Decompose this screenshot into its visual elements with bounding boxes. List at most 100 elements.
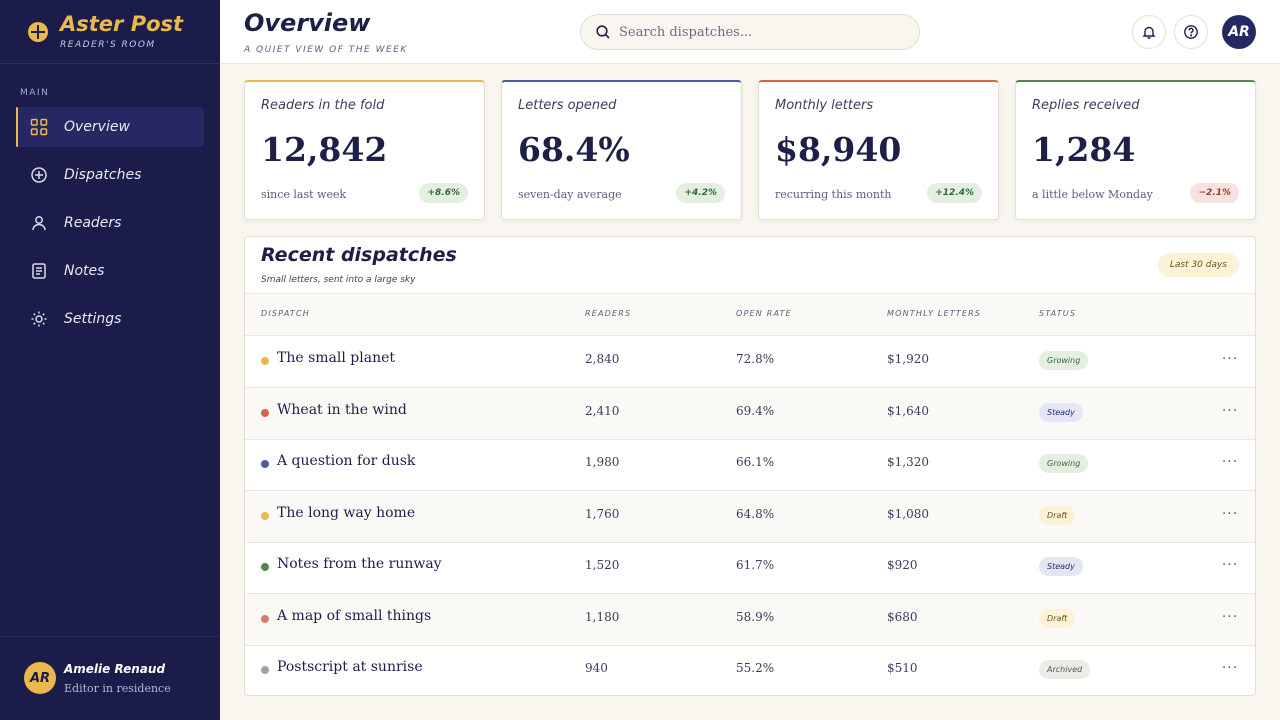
stat-card-monthly-letters[interactable]: Monthly letters $8,940 recurring this mo… [758, 80, 999, 220]
user-name: Amelie Renaud [64, 662, 166, 676]
open-rate: 64.8% [736, 507, 775, 521]
help-button[interactable] [1174, 15, 1208, 49]
sidebar-item-settings[interactable]: Settings [16, 299, 204, 339]
column-header-status[interactable]: STATUS [1039, 309, 1077, 318]
sidebar-item-overview[interactable]: Overview [16, 107, 204, 147]
sidebar-item-dispatches[interactable]: Dispatches [16, 155, 204, 195]
sidebar-item-readers[interactable]: Readers [16, 203, 204, 243]
page-subtitle: A QUIET VIEW OF THE WEEK [244, 45, 408, 55]
search-icon [596, 25, 610, 39]
dispatch-name: A map of small things [277, 608, 432, 624]
monthly-letters: $1,640 [887, 404, 929, 418]
stat-value: 1,284 [1032, 130, 1136, 169]
bell-icon [1142, 26, 1156, 39]
notifications-button[interactable] [1132, 15, 1166, 49]
stat-delta-badge: −2.1% [1190, 183, 1239, 203]
more-options-icon[interactable]: ··· [1221, 403, 1239, 419]
dispatch-color-dot [261, 666, 269, 674]
stat-caption: recurring this month [775, 188, 892, 201]
column-header-dispatch[interactable]: DISPATCH [261, 309, 311, 318]
stat-delta-badge: +12.4% [927, 183, 982, 203]
brand-subtitle: READER'S ROOM [60, 40, 156, 50]
table-row[interactable]: A map of small things 1,180 58.9% $680 D… [245, 594, 1255, 646]
sidebar-item-label: Settings [64, 311, 122, 327]
stat-value: 68.4% [518, 130, 630, 169]
table-row[interactable]: The long way home 1,760 64.8% $1,080 Dra… [245, 491, 1255, 543]
help-icon [1184, 25, 1198, 39]
compass-logo-icon [28, 22, 48, 42]
status-badge: Steady [1039, 557, 1083, 576]
status-badge: Growing [1039, 351, 1089, 370]
avatar: AR [24, 662, 56, 694]
search-input[interactable] [619, 24, 899, 40]
nav-section-label: MAIN [20, 88, 50, 98]
sidebar: Aster Post READER'S ROOM MAIN Overview D… [0, 0, 220, 720]
dispatch-name: Postscript at sunrise [277, 659, 423, 675]
stat-caption: a little below Monday [1032, 188, 1153, 201]
user-icon [30, 214, 48, 232]
brand-title: Aster Post [60, 12, 184, 36]
dispatch-name: The long way home [277, 505, 416, 521]
monthly-letters: $1,080 [887, 507, 929, 521]
monthly-letters: $680 [887, 610, 918, 624]
monthly-letters: $1,320 [887, 455, 929, 469]
open-rate: 61.7% [736, 558, 775, 572]
user-role: Editor in residence [64, 682, 171, 695]
open-rate: 66.1% [736, 455, 775, 469]
divider [0, 63, 220, 64]
stat-card-letters-opened[interactable]: Letters opened 68.4% seven-day average +… [501, 80, 742, 220]
top-header: Overview A QUIET VIEW OF THE WEEK AR [220, 0, 1280, 64]
more-options-icon[interactable]: ··· [1221, 660, 1239, 676]
stat-label: Replies received [1032, 98, 1140, 113]
table-row[interactable]: The small planet 2,840 72.8% $1,920 Grow… [245, 336, 1255, 388]
avatar[interactable]: AR [1222, 15, 1256, 49]
table-header: DISPATCH READERS OPEN RATE MONTHLY LETTE… [245, 293, 1255, 336]
plus-circle-icon [30, 166, 48, 184]
open-rate: 69.4% [736, 404, 775, 418]
sidebar-item-label: Overview [64, 119, 130, 135]
stat-card-replies[interactable]: Replies received 1,284 a little below Mo… [1015, 80, 1256, 220]
column-header-readers[interactable]: READERS [585, 309, 632, 318]
date-range-badge[interactable]: Last 30 days [1157, 253, 1239, 277]
table-row[interactable]: Wheat in the wind 2,410 69.4% $1,640 Ste… [245, 388, 1255, 440]
note-icon [30, 262, 48, 280]
more-options-icon[interactable]: ··· [1221, 454, 1239, 470]
column-header-monthly-letters[interactable]: MONTHLY LETTERS [887, 309, 982, 318]
stat-label: Letters opened [518, 98, 617, 113]
dispatch-color-dot [261, 460, 269, 468]
readers-count: 940 [585, 661, 608, 675]
open-rate: 55.2% [736, 661, 775, 675]
column-header-open-rate[interactable]: OPEN RATE [736, 309, 792, 318]
sidebar-item-label: Notes [64, 263, 105, 279]
readers-count: 2,410 [585, 404, 620, 418]
table-row[interactable]: Notes from the runway 1,520 61.7% $920 S… [245, 542, 1255, 594]
search-bar[interactable] [580, 14, 920, 50]
stat-delta-badge: +4.2% [676, 183, 725, 203]
monthly-letters: $510 [887, 661, 918, 675]
table-row[interactable]: A question for dusk 1,980 66.1% $1,320 G… [245, 439, 1255, 491]
status-badge: Draft [1039, 609, 1076, 628]
divider [0, 636, 220, 637]
more-options-icon[interactable]: ··· [1221, 351, 1239, 367]
panel-title: Recent dispatches [261, 244, 457, 266]
readers-count: 1,520 [585, 558, 620, 572]
open-rate: 72.8% [736, 352, 775, 366]
more-options-icon[interactable]: ··· [1221, 609, 1239, 625]
monthly-letters: $920 [887, 558, 918, 572]
recent-dispatches-panel: Recent dispatches Small letters, sent in… [244, 236, 1256, 696]
stat-card-readers[interactable]: Readers in the fold 12,842 since last we… [244, 80, 485, 220]
readers-count: 1,180 [585, 610, 620, 624]
dispatch-name: A question for dusk [277, 453, 416, 469]
dispatch-name: Notes from the runway [277, 556, 442, 572]
table-row[interactable]: Postscript at sunrise 940 55.2% $510 Arc… [245, 645, 1255, 695]
more-options-icon[interactable]: ··· [1221, 557, 1239, 573]
monthly-letters: $1,920 [887, 352, 929, 366]
open-rate: 58.9% [736, 610, 775, 624]
dispatch-color-dot [261, 409, 269, 417]
sidebar-item-notes[interactable]: Notes [16, 251, 204, 291]
dispatch-name: The small planet [277, 350, 396, 366]
page-title: Overview [244, 9, 371, 37]
more-options-icon[interactable]: ··· [1221, 506, 1239, 522]
stat-caption: since last week [261, 188, 347, 201]
dispatch-color-dot [261, 512, 269, 520]
